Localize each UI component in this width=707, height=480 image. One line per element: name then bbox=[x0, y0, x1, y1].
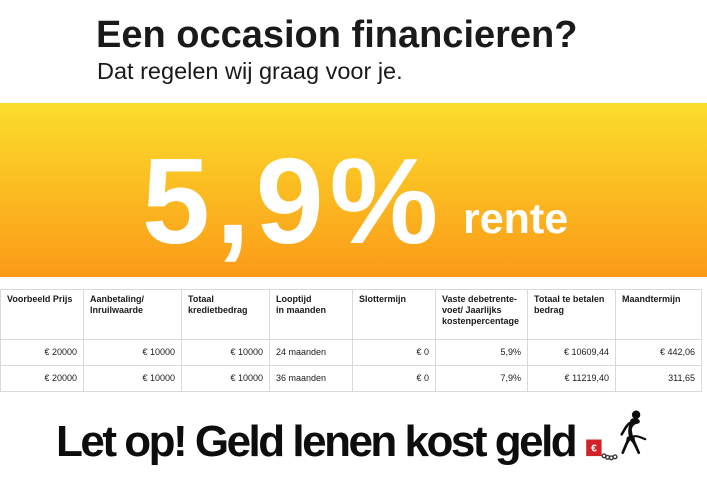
svg-text:€: € bbox=[591, 442, 597, 454]
